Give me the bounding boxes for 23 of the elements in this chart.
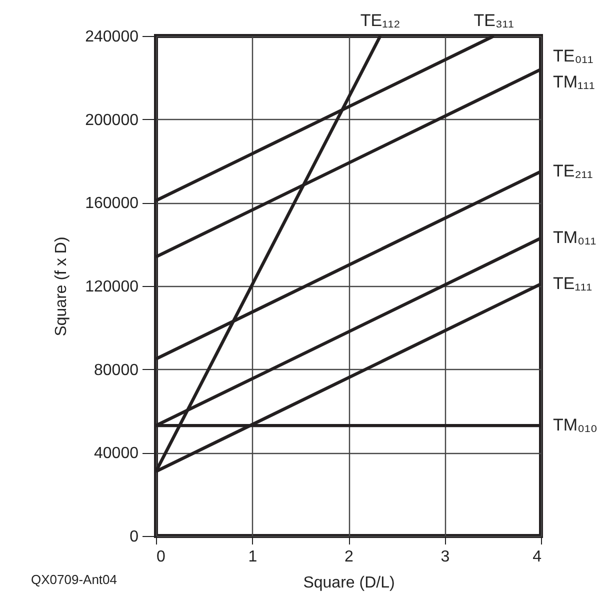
x-tick-label: 0 bbox=[156, 548, 166, 566]
annotation: TE₁₁₁ bbox=[553, 274, 592, 293]
y-tick-label: 80000 bbox=[94, 362, 139, 379]
annotation: TM₀₁₀ bbox=[553, 416, 598, 435]
x-axis-title: Square (D/L) bbox=[303, 574, 395, 592]
annotation: TM₀₁₁ bbox=[553, 228, 596, 248]
x-tick-label: 2 bbox=[344, 548, 354, 566]
text: QX0709-Ant04 bbox=[31, 572, 118, 587]
x-tick-label: 3 bbox=[440, 548, 450, 566]
y-axis-title: Square (f x D) bbox=[53, 236, 70, 336]
y-tick-label: 240000 bbox=[85, 28, 139, 46]
x-tick-label: 4 bbox=[532, 548, 542, 566]
annotation: TE₁₁₂ bbox=[360, 11, 400, 30]
annotation: TM₁₁₁ bbox=[553, 72, 596, 92]
y-tick-label: 160000 bbox=[85, 195, 139, 212]
annotation: TE₂₁₁ bbox=[553, 161, 594, 180]
y-tick-label: 40000 bbox=[94, 445, 139, 462]
y-tick-label: 120000 bbox=[85, 278, 139, 296]
y-tick-label: 200000 bbox=[85, 112, 139, 129]
x-tick-label: 1 bbox=[248, 548, 258, 566]
annotation: TE₀₁₁ bbox=[553, 46, 594, 66]
y-tick-label: 0 bbox=[130, 528, 139, 546]
annotation: TE₃₁₁ bbox=[474, 11, 514, 30]
